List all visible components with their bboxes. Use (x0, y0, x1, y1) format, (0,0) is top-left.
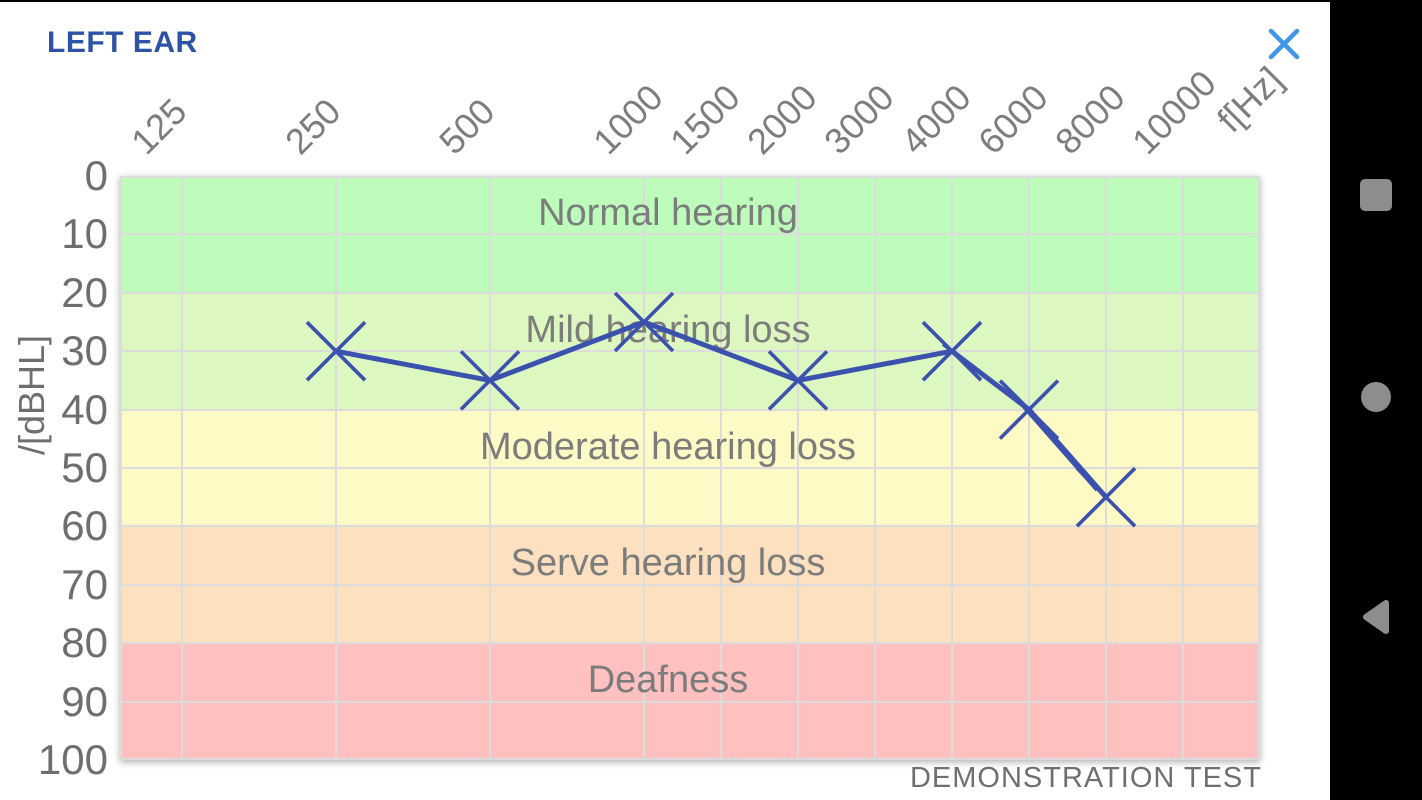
y-tick-label: 10 (61, 210, 108, 258)
band-label: Normal hearing (538, 192, 798, 234)
h-gridline (120, 291, 1260, 294)
v-gridline (1258, 176, 1260, 760)
v-gridline (181, 176, 183, 760)
y-tick-label: 70 (61, 560, 108, 608)
y-tick-label: 100 (37, 736, 108, 783)
page-title: LEFT EAR (47, 26, 198, 59)
band-label: Serve hearing loss (510, 542, 826, 585)
v-gridline (120, 176, 122, 760)
h-gridline (120, 642, 1260, 645)
close-icon[interactable] (1263, 23, 1305, 65)
h-gridline (120, 700, 1260, 703)
recents-button[interactable] (1330, 155, 1422, 235)
y-tick-label: 50 (61, 444, 108, 491)
demo-watermark: DEMONSTRATION TEST (909, 762, 1262, 794)
h-gridline (120, 176, 1260, 178)
h-gridline (120, 525, 1260, 528)
band-label: Deafness (587, 659, 749, 702)
h-gridline (120, 408, 1260, 411)
audiogram-plot-area: Normal hearing Mild hearing loss Moderate … (120, 176, 1260, 760)
band-label: Moderate hearing loss (480, 425, 856, 468)
y-tick-label: 30 (61, 327, 108, 375)
top-edge-line (0, 0, 1422, 2)
h-gridline (120, 583, 1260, 586)
band-label: Mild hearing loss (525, 308, 811, 351)
y-tick-label: 0 (84, 152, 108, 199)
h-gridline (120, 233, 1260, 236)
y-tick-label: 90 (61, 677, 108, 725)
y-tick-label: 20 (61, 268, 108, 316)
home-button[interactable] (1330, 358, 1422, 438)
back-triangle-icon (1363, 600, 1389, 634)
android-nav-bar (1330, 0, 1422, 800)
h-gridline (120, 758, 1260, 760)
y-tick-label: 60 (61, 502, 108, 550)
v-gridline (1182, 176, 1184, 760)
recents-square-icon (1360, 179, 1392, 211)
back-button[interactable] (1330, 577, 1422, 657)
y-tick-label: 40 (61, 385, 108, 433)
y-tick-label: 80 (61, 619, 108, 667)
home-circle-icon (1361, 382, 1391, 412)
